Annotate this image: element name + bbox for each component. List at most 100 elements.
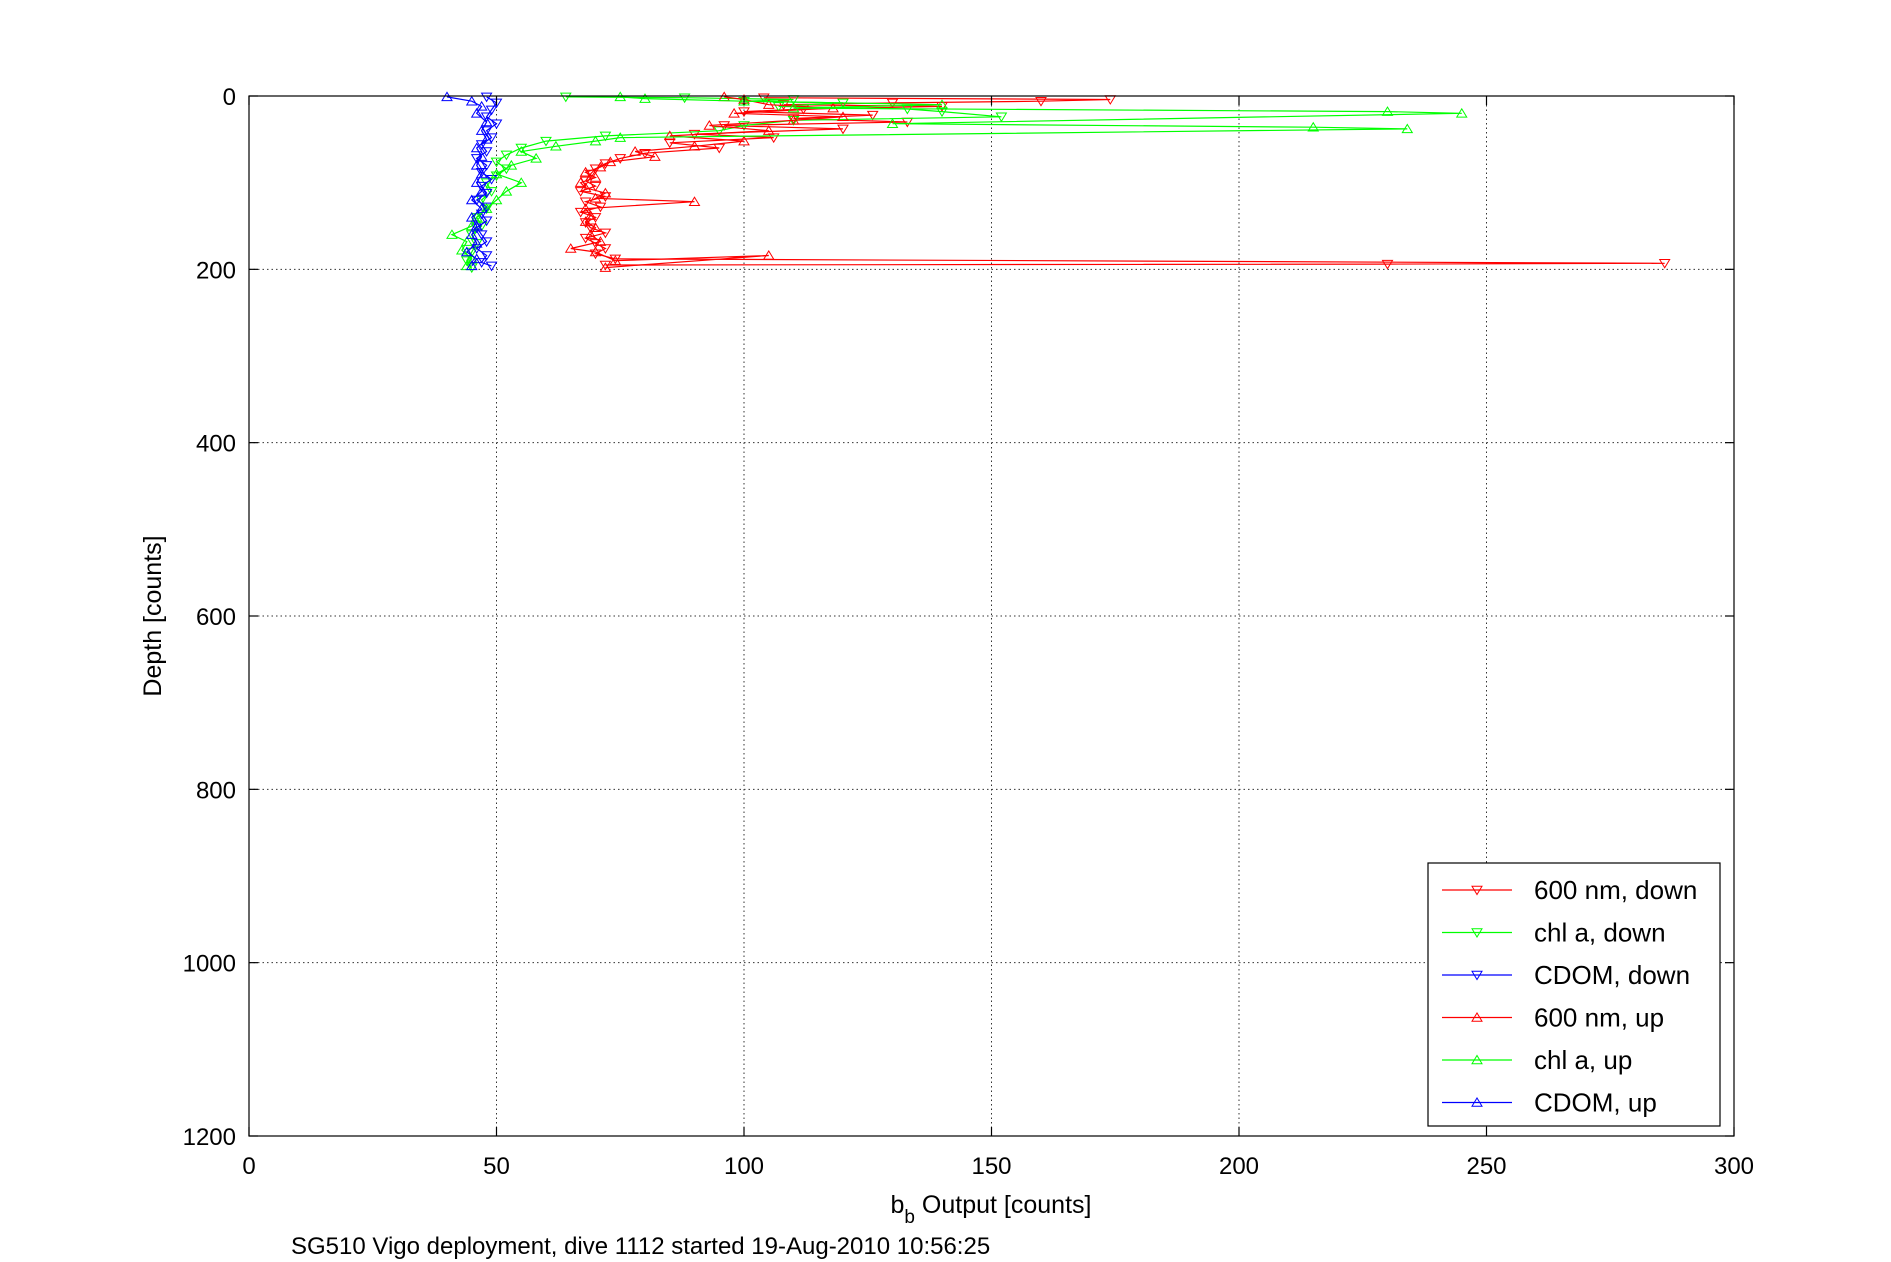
data-point [465, 194, 478, 205]
data-point [629, 146, 641, 156]
data-point [470, 159, 483, 170]
data-point [589, 192, 602, 203]
data-point [505, 159, 518, 170]
data-point [475, 151, 488, 161]
y-tick-label: 400 [196, 431, 236, 458]
data-point [762, 125, 775, 135]
series-cdom-down [470, 92, 503, 272]
data-point [540, 136, 552, 147]
data-point [678, 93, 691, 104]
data-point [688, 196, 701, 206]
grid-lines [249, 96, 1734, 1136]
data-point [490, 168, 503, 179]
legend-label: 600 nm, down [1534, 875, 1697, 905]
data-point [515, 177, 528, 187]
data-point [614, 132, 627, 142]
series-layer [441, 91, 1671, 274]
data-point [470, 244, 483, 254]
data-point [485, 174, 498, 185]
data-point [470, 154, 483, 164]
data-point [936, 102, 948, 112]
data-point [564, 243, 577, 253]
data-point [490, 171, 503, 182]
data-point [475, 100, 488, 111]
data-point [475, 209, 488, 220]
data-point [480, 133, 493, 144]
y-tick-label: 800 [196, 777, 236, 804]
series-line [446, 96, 488, 267]
data-point [480, 147, 493, 157]
data-point [500, 185, 513, 196]
data-point [589, 135, 602, 146]
data-point [579, 197, 592, 208]
x-axis-label-subscript: b [904, 1207, 915, 1228]
data-point [579, 203, 592, 213]
data-point [470, 107, 483, 118]
data-point [465, 211, 478, 222]
data-point [480, 116, 493, 127]
legend-marker [1471, 885, 1483, 896]
data-point [1658, 259, 1671, 269]
data-point [460, 246, 473, 257]
data-point [599, 228, 612, 239]
data-point [837, 124, 849, 135]
data-point [609, 255, 622, 265]
data-point [589, 172, 602, 182]
data-point [762, 250, 775, 260]
data-point [579, 216, 592, 226]
data-point [649, 151, 661, 161]
data-point [500, 150, 513, 161]
data-point [599, 260, 612, 271]
footnote: SG510 Vigo deployment, dive 1112 started… [291, 1233, 990, 1260]
data-point [480, 112, 493, 123]
data-point [470, 253, 483, 264]
data-point [866, 110, 879, 121]
data-point [465, 263, 478, 274]
legend-marker [1471, 928, 1483, 938]
x-tick-label: 200 [1219, 1153, 1259, 1180]
data-point [475, 185, 488, 196]
data-point [1381, 259, 1394, 270]
data-point [594, 161, 607, 172]
data-point [475, 125, 488, 135]
x-tick-label: 100 [724, 1153, 764, 1180]
data-point [455, 244, 468, 255]
data-point [599, 262, 612, 272]
data-point [837, 111, 849, 122]
data-point [1307, 121, 1320, 132]
legend-label: chl a, up [1534, 1045, 1632, 1075]
data-point [589, 213, 602, 223]
data-point [728, 107, 740, 118]
y-tick-label: 0 [223, 84, 236, 111]
data-point [465, 95, 478, 106]
data-point [1401, 123, 1414, 134]
data-point [480, 92, 493, 103]
x-axis-label-rest: Output [counts] [915, 1191, 1092, 1219]
x-axis-label: bb Output [counts] [891, 1191, 1092, 1228]
legend-item: 600 nm, down [1442, 875, 1697, 905]
data-point [475, 168, 488, 179]
y-tick-label: 1200 [183, 1124, 236, 1151]
data-point [485, 261, 498, 272]
legend-item: 600 nm, up [1442, 1003, 1664, 1033]
data-point [485, 105, 498, 116]
data-point [703, 120, 716, 130]
y-tick-label: 1000 [183, 951, 236, 978]
data-point [589, 222, 602, 232]
legend-item: CDOM, up [1442, 1088, 1657, 1118]
data-point [490, 194, 503, 205]
data-point [604, 156, 617, 167]
legend-item: chl a, up [1442, 1045, 1632, 1075]
data-point [738, 121, 750, 131]
data-point [579, 182, 592, 193]
data-point [480, 178, 493, 189]
data-point [465, 229, 478, 239]
data-point [579, 166, 592, 177]
data-point [594, 236, 607, 246]
legend-label: chl a, down [1534, 918, 1666, 948]
data-point [460, 236, 473, 246]
x-tick-label: 150 [971, 1153, 1011, 1180]
data-point [475, 140, 488, 150]
data-point [663, 130, 676, 141]
data-point [738, 107, 750, 118]
